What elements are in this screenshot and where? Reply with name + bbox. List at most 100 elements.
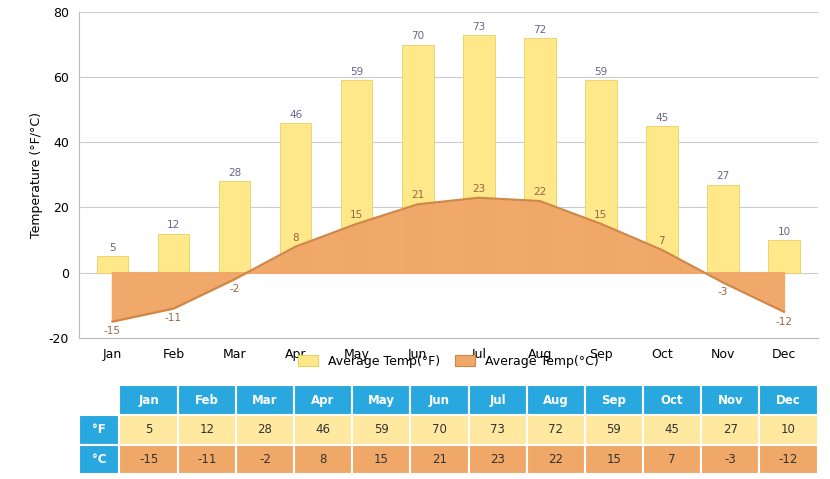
Bar bbox=[280, 123, 311, 273]
Text: °F: °F bbox=[92, 423, 106, 436]
Text: 27: 27 bbox=[716, 171, 730, 182]
Bar bbox=[759, 385, 818, 415]
Bar bbox=[178, 415, 236, 445]
Text: 10: 10 bbox=[781, 423, 796, 436]
Bar bbox=[120, 415, 178, 445]
Text: 21: 21 bbox=[411, 190, 424, 200]
Bar bbox=[524, 38, 555, 273]
Text: 12: 12 bbox=[167, 220, 180, 230]
Text: 27: 27 bbox=[723, 423, 738, 436]
Text: 59: 59 bbox=[607, 423, 622, 436]
Text: 12: 12 bbox=[199, 423, 214, 436]
Legend: Average Temp(°F), Average Temp(°C): Average Temp(°F), Average Temp(°C) bbox=[298, 355, 598, 368]
Bar bbox=[352, 415, 410, 445]
Text: 72: 72 bbox=[549, 423, 564, 436]
Bar bbox=[410, 415, 468, 445]
Bar bbox=[643, 445, 701, 474]
Bar bbox=[79, 445, 120, 474]
Bar bbox=[468, 415, 527, 445]
Bar bbox=[178, 445, 236, 474]
Text: -3: -3 bbox=[725, 453, 736, 466]
Text: 72: 72 bbox=[533, 25, 546, 35]
Bar bbox=[96, 256, 129, 273]
Text: 73: 73 bbox=[472, 22, 486, 32]
Text: 15: 15 bbox=[594, 210, 608, 220]
Text: -15: -15 bbox=[104, 326, 121, 336]
Bar bbox=[341, 80, 373, 273]
Text: 45: 45 bbox=[665, 423, 680, 436]
Bar bbox=[352, 445, 410, 474]
Bar bbox=[707, 185, 739, 273]
Bar bbox=[352, 385, 410, 415]
Bar bbox=[585, 80, 617, 273]
Bar bbox=[294, 385, 352, 415]
Text: 28: 28 bbox=[257, 423, 272, 436]
Text: -12: -12 bbox=[779, 453, 798, 466]
Text: 5: 5 bbox=[145, 423, 152, 436]
Text: 7: 7 bbox=[668, 453, 676, 466]
Bar bbox=[120, 385, 178, 415]
Bar bbox=[646, 126, 678, 273]
Bar bbox=[463, 35, 495, 273]
Text: May: May bbox=[368, 394, 395, 407]
Text: -11: -11 bbox=[165, 313, 182, 323]
Bar bbox=[585, 385, 643, 415]
Text: 8: 8 bbox=[320, 453, 327, 466]
Text: Apr: Apr bbox=[311, 394, 334, 407]
Text: -15: -15 bbox=[139, 453, 159, 466]
Bar bbox=[468, 385, 527, 415]
Bar bbox=[79, 385, 120, 415]
Text: 59: 59 bbox=[350, 67, 364, 77]
Bar bbox=[585, 445, 643, 474]
Text: 59: 59 bbox=[374, 423, 388, 436]
Text: -12: -12 bbox=[775, 317, 793, 327]
Bar bbox=[410, 385, 468, 415]
Text: °C: °C bbox=[92, 453, 106, 466]
Bar bbox=[158, 234, 189, 273]
Bar bbox=[527, 445, 585, 474]
Text: Feb: Feb bbox=[195, 394, 218, 407]
Text: 73: 73 bbox=[491, 423, 505, 436]
Bar bbox=[759, 415, 818, 445]
Bar bbox=[527, 385, 585, 415]
Bar bbox=[236, 445, 294, 474]
Bar bbox=[218, 182, 251, 273]
Bar bbox=[643, 415, 701, 445]
Text: -11: -11 bbox=[197, 453, 217, 466]
Text: 23: 23 bbox=[491, 453, 505, 466]
Text: Aug: Aug bbox=[543, 394, 569, 407]
Y-axis label: Temperature (°F/°C): Temperature (°F/°C) bbox=[30, 112, 43, 238]
Bar bbox=[178, 385, 236, 415]
Bar bbox=[701, 445, 759, 474]
Bar bbox=[236, 385, 294, 415]
Text: 5: 5 bbox=[109, 243, 115, 253]
Text: 23: 23 bbox=[472, 184, 486, 194]
Text: Dec: Dec bbox=[776, 394, 801, 407]
Text: 22: 22 bbox=[549, 453, 564, 466]
Text: -2: -2 bbox=[259, 453, 271, 466]
Bar bbox=[294, 415, 352, 445]
Text: 46: 46 bbox=[289, 110, 302, 120]
Text: 8: 8 bbox=[292, 233, 299, 243]
Text: Jan: Jan bbox=[138, 394, 159, 407]
Text: 15: 15 bbox=[374, 453, 388, 466]
Text: 22: 22 bbox=[533, 187, 546, 197]
Text: -3: -3 bbox=[718, 287, 728, 297]
Bar bbox=[527, 415, 585, 445]
Text: 28: 28 bbox=[228, 168, 242, 178]
Bar bbox=[120, 445, 178, 474]
Text: 70: 70 bbox=[411, 31, 424, 41]
Bar bbox=[410, 445, 468, 474]
Text: 59: 59 bbox=[594, 67, 608, 77]
Bar bbox=[643, 385, 701, 415]
Text: 10: 10 bbox=[778, 227, 790, 237]
Bar bbox=[759, 445, 818, 474]
Bar bbox=[468, 445, 527, 474]
Text: Oct: Oct bbox=[661, 394, 683, 407]
Bar bbox=[701, 385, 759, 415]
Text: Jun: Jun bbox=[429, 394, 450, 407]
Text: -2: -2 bbox=[229, 284, 240, 294]
Text: 70: 70 bbox=[432, 423, 447, 436]
Bar bbox=[585, 415, 643, 445]
Bar bbox=[768, 240, 800, 273]
